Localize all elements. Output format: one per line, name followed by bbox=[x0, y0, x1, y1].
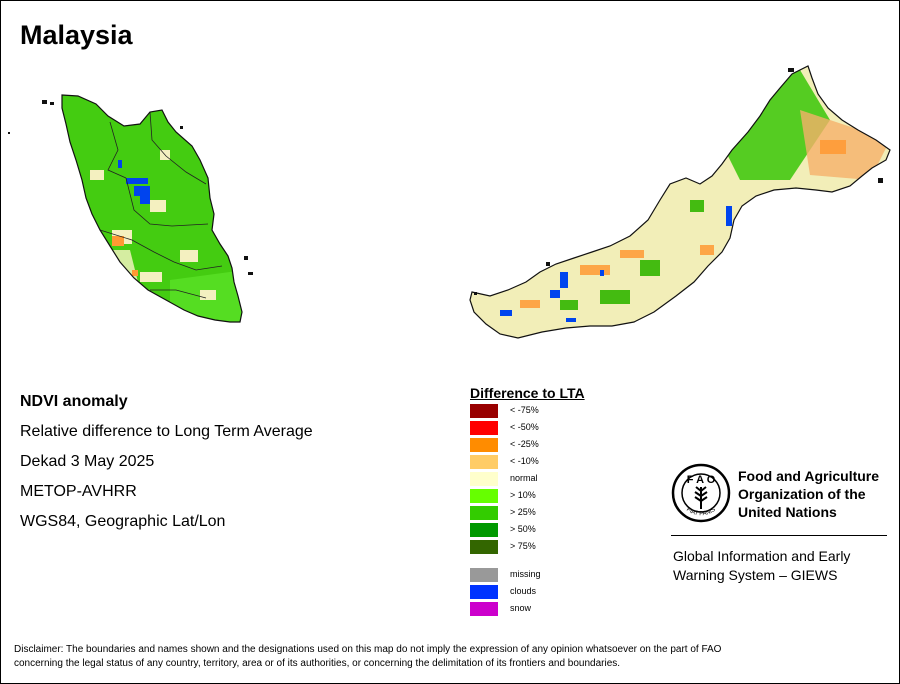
legend-item: snow bbox=[470, 602, 630, 616]
legend-label: < -75% bbox=[510, 405, 539, 415]
legend-label: snow bbox=[510, 603, 532, 613]
svg-text:FIAT PANIS: FIAT PANIS bbox=[685, 507, 717, 518]
fao-logo-block: F A O FIAT PANIS Food and Agriculture Or… bbox=[671, 463, 891, 593]
legend-swatch bbox=[470, 421, 498, 435]
legend-swatch bbox=[470, 568, 498, 582]
legend-swatch bbox=[470, 438, 498, 452]
legend-item: < -25% bbox=[470, 438, 630, 452]
fao-name: Food and Agriculture Organization of the… bbox=[738, 468, 880, 520]
legend-item: missing bbox=[470, 568, 630, 582]
legend-item: < -50% bbox=[470, 421, 630, 435]
legend-title: Difference to LTA bbox=[470, 385, 585, 401]
legend-item: clouds bbox=[470, 585, 630, 599]
legend-item: < -75% bbox=[470, 404, 630, 418]
fao-divider bbox=[671, 535, 887, 536]
legend-swatch bbox=[470, 404, 498, 418]
legend-item: normal bbox=[470, 472, 630, 486]
product-projection: WGS84, Geographic Lat/Lon bbox=[20, 513, 226, 530]
legend-label: > 10% bbox=[510, 490, 536, 500]
svg-text:F A O: F A O bbox=[687, 474, 716, 486]
legend-label: normal bbox=[510, 473, 538, 483]
legend-item: > 25% bbox=[470, 506, 630, 520]
legend-swatch bbox=[470, 455, 498, 469]
product-name: NDVI anomaly bbox=[20, 393, 128, 410]
product-date: Dekad 3 May 2025 bbox=[20, 453, 155, 470]
legend-label: > 25% bbox=[510, 507, 536, 517]
disclaimer: Disclaimer: The boundaries and names sho… bbox=[14, 644, 722, 669]
borneo-islands bbox=[474, 68, 883, 295]
legend-label: < -25% bbox=[510, 439, 539, 449]
legend-item: < -10% bbox=[470, 455, 630, 469]
fao-emblem-icon: F A O FIAT PANIS bbox=[671, 463, 731, 523]
legend-label: > 50% bbox=[510, 524, 536, 534]
legend-swatch bbox=[470, 506, 498, 520]
legend-label: < -10% bbox=[510, 456, 539, 466]
legend-item: > 50% bbox=[470, 523, 630, 537]
product-description: Relative difference to Long Term Average bbox=[20, 423, 313, 440]
giews-name: Global Information and Early Warning Sys… bbox=[673, 548, 851, 583]
legend-item: > 75% bbox=[470, 540, 630, 554]
legend-swatch bbox=[470, 585, 498, 599]
legend-swatch bbox=[470, 489, 498, 503]
legend-label: clouds bbox=[510, 586, 537, 596]
product-sensor: METOP-AVHRR bbox=[20, 483, 137, 500]
legend-label: < -50% bbox=[510, 422, 539, 432]
legend-swatch bbox=[470, 472, 498, 486]
legend-label: > 75% bbox=[510, 541, 536, 551]
map-title: Malaysia bbox=[20, 20, 133, 50]
legend-swatch bbox=[470, 602, 498, 616]
legend-swatch bbox=[470, 540, 498, 554]
islands bbox=[8, 100, 253, 275]
legend-swatch bbox=[470, 523, 498, 537]
map-info: NDVI anomaly Relative difference to Long… bbox=[20, 392, 313, 542]
legend-label: missing bbox=[510, 569, 541, 579]
peninsular-malaysia bbox=[62, 95, 242, 322]
legend-item: > 10% bbox=[470, 489, 630, 503]
